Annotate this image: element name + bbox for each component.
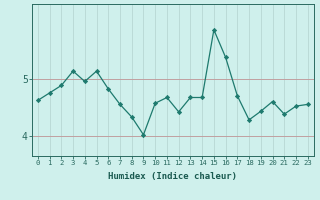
X-axis label: Humidex (Indice chaleur): Humidex (Indice chaleur): [108, 172, 237, 181]
